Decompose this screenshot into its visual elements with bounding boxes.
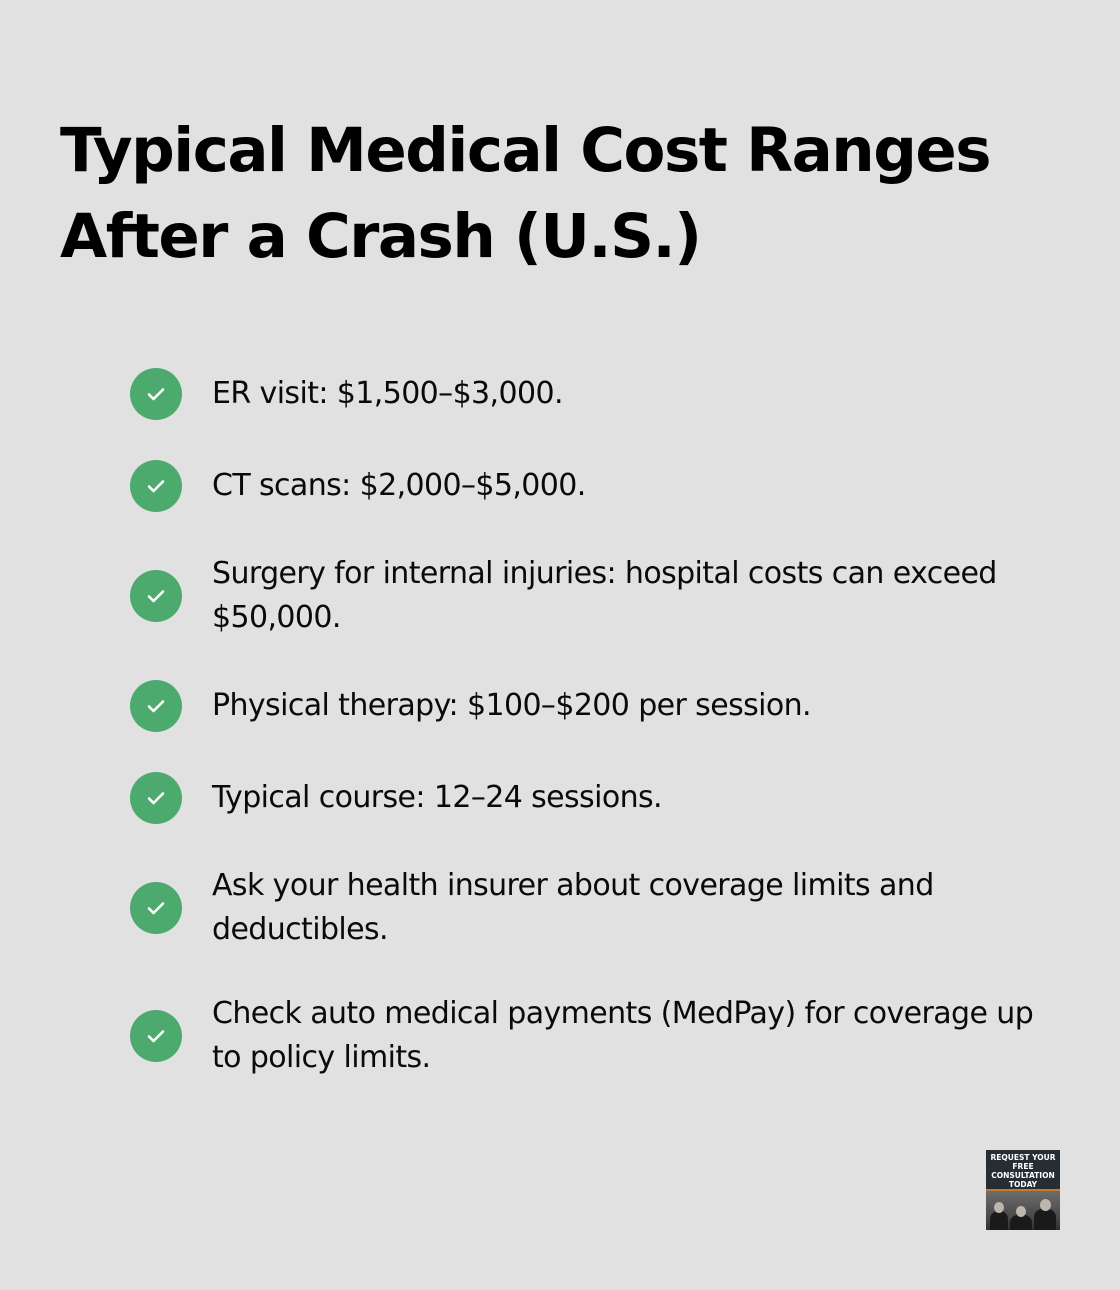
- list-item: ER visit: $1,500–$3,000.: [130, 368, 1070, 420]
- cta-divider: [986, 1189, 1060, 1191]
- list-item: Typical course: 12–24 sessions.: [130, 772, 1070, 824]
- consultation-cta-badge[interactable]: REQUEST YOUR FREE CONSULTATION TODAY: [986, 1150, 1060, 1230]
- check-circle-icon: [130, 570, 182, 622]
- list-item-text: Physical therapy: $100–$200 per session.: [212, 688, 812, 723]
- title-line-1: Typical Medical Cost Ranges: [60, 115, 992, 186]
- list-item: Ask your health insurer about coverage l…: [130, 864, 1070, 952]
- cta-label: REQUEST YOUR FREE CONSULTATION TODAY: [990, 1153, 1056, 1189]
- team-photo: [986, 1191, 1060, 1230]
- list-item: CT scans: $2,000–$5,000.: [130, 460, 1070, 512]
- title-line-2: After a Crash (U.S.): [60, 201, 702, 272]
- page-title: Typical Medical Cost Ranges After a Cras…: [60, 108, 1060, 280]
- check-circle-icon: [130, 460, 182, 512]
- check-circle-icon: [130, 772, 182, 824]
- list-item-text: Typical course: 12–24 sessions.: [212, 780, 663, 815]
- check-circle-icon: [130, 882, 182, 934]
- list-item-text: Surgery for internal injuries: hospital …: [212, 556, 997, 635]
- check-circle-icon: [130, 1010, 182, 1062]
- list-item: Physical therapy: $100–$200 per session.: [130, 680, 1070, 732]
- check-circle-icon: [130, 680, 182, 732]
- list-item-text: Check auto medical payments (MedPay) for…: [212, 996, 1034, 1075]
- check-circle-icon: [130, 368, 182, 420]
- list-item: Surgery for internal injuries: hospital …: [130, 552, 1070, 640]
- list-item-text: CT scans: $2,000–$5,000.: [212, 468, 586, 503]
- list-item: Check auto medical payments (MedPay) for…: [130, 992, 1070, 1080]
- list-item-text: Ask your health insurer about coverage l…: [212, 868, 934, 947]
- list-item-text: ER visit: $1,500–$3,000.: [212, 376, 563, 411]
